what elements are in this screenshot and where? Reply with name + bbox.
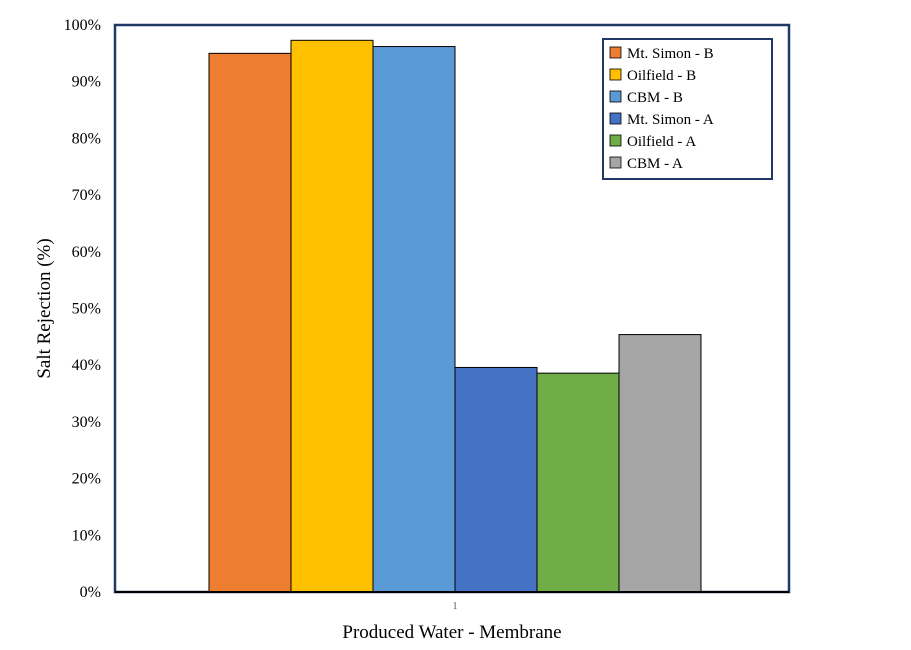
- legend: Mt. Simon - B Oilfield - B CBM - B Mt. Simo…: [602, 38, 773, 180]
- bar-mt-simon-a: [454, 366, 538, 593]
- legend-box: [602, 38, 773, 180]
- bar-cbm-b: [372, 46, 456, 593]
- legend-swatch: [609, 134, 622, 147]
- y-tick-label: 50%: [72, 301, 101, 318]
- legend-label: Mt. Simon - B: [627, 46, 714, 62]
- x-tick-label: 1: [453, 601, 458, 612]
- legend-label: Oilfield - A: [627, 134, 696, 150]
- y-tick-label: 0%: [80, 584, 101, 601]
- legend-swatch: [609, 112, 622, 125]
- bar-oilfield-b: [290, 39, 374, 593]
- legend-swatch: [609, 68, 622, 81]
- y-tick-label: 100%: [64, 17, 101, 34]
- y-tick-label: 80%: [72, 130, 101, 147]
- legend-label: Mt. Simon - A: [627, 112, 714, 128]
- x-axis-title: Produced Water - Membrane: [342, 622, 561, 643]
- y-tick-label: 30%: [72, 414, 101, 431]
- y-tick-label: 40%: [72, 357, 101, 374]
- legend-label: CBM - B: [627, 90, 683, 106]
- bar-mt-simon-b: [208, 52, 292, 593]
- y-axis-title: Salt Rejection (%): [34, 238, 55, 378]
- y-tick-label: 10%: [72, 527, 101, 544]
- bar-oilfield-a: [536, 372, 620, 593]
- y-tick-label: 70%: [72, 187, 101, 204]
- legend-label: CBM - A: [627, 156, 683, 172]
- bar-cbm-a: [618, 334, 702, 593]
- y-axis: 0% 10% 20% 30% 40% 50% 60% 70% 80% 90% 100%: [64, 17, 101, 601]
- legend-swatch: [609, 156, 622, 169]
- y-tick-label: 90%: [72, 74, 101, 91]
- legend-swatch: [609, 90, 622, 103]
- legend-label: Oilfield - B: [627, 68, 696, 84]
- legend-swatch: [609, 46, 622, 59]
- y-tick-label: 20%: [72, 471, 101, 488]
- y-tick-label: 60%: [72, 244, 101, 261]
